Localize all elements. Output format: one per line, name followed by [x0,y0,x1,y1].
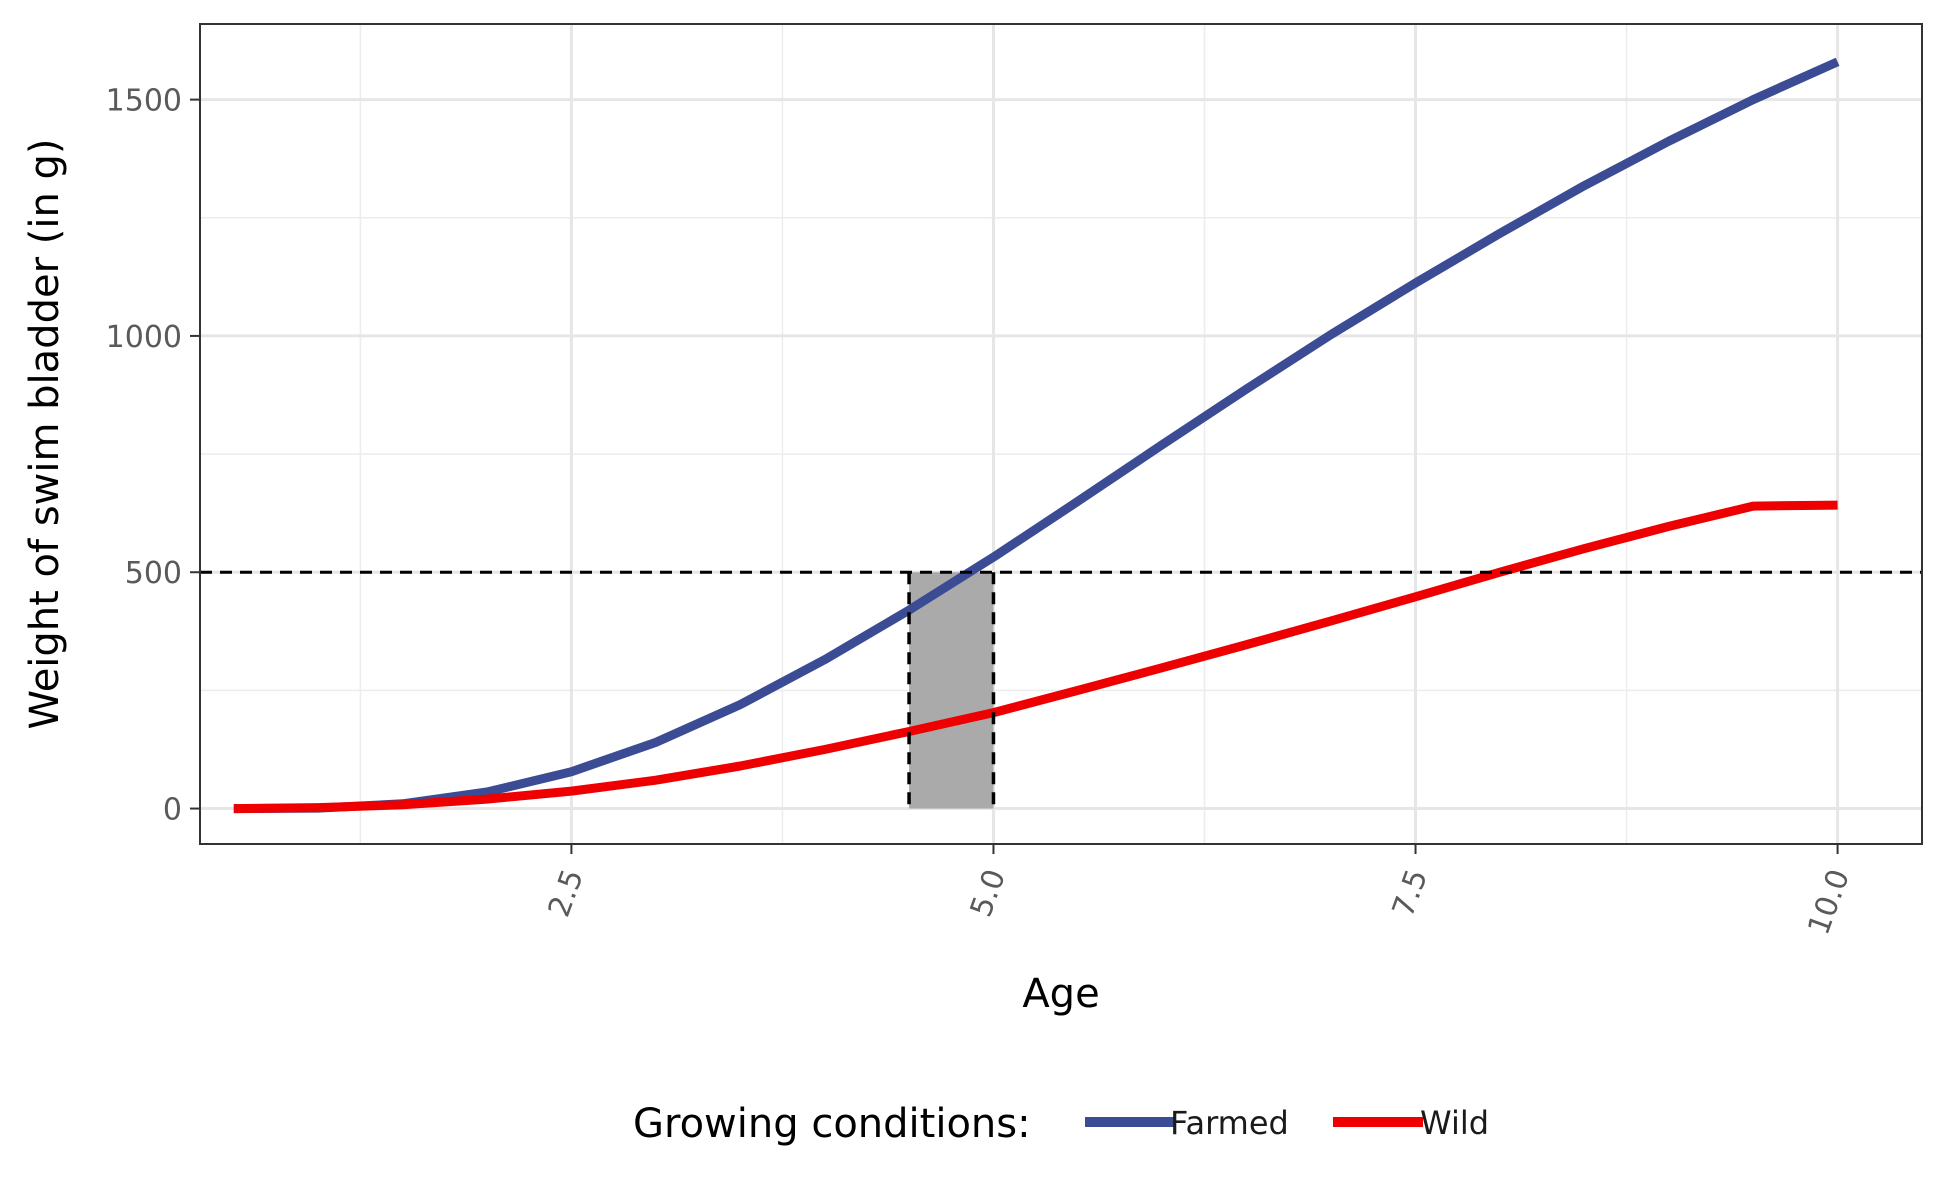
major-gridlines [200,24,1922,844]
shaded-region [909,572,994,809]
y-tick-label: 1000 [106,320,182,355]
x-axis-ticks: 2.5 5.0 7.5 10.0 [542,844,1857,940]
legend-label-farmed: Farmed [1170,1104,1289,1142]
x-axis-title: Age [1022,971,1099,1017]
y-tick-label: 500 [125,556,182,591]
series-line-farmed [233,57,1840,814]
legend-title: Growing conditions: [633,1101,1031,1147]
plot-border [199,23,1923,845]
legend: Growing conditions: Farmed Wild [633,1101,1489,1147]
x-tick-label: 2.5 [542,865,591,922]
y-tick-label: 0 [163,793,182,828]
y-axis-title: Weight of swim bladder (in g) [22,138,68,729]
series-layer [233,57,1840,814]
y-axis-ticks: 0 500 1000 1500 [106,84,200,828]
series-line-wild [233,500,1838,814]
legend-label-wild: Wild [1420,1104,1489,1142]
x-tick-label: 7.5 [1386,865,1435,922]
x-tick-label: 10.0 [1801,865,1857,940]
y-tick-label: 1500 [106,84,182,119]
annotation-layer [200,570,1922,809]
x-tick-label: 5.0 [964,865,1013,922]
